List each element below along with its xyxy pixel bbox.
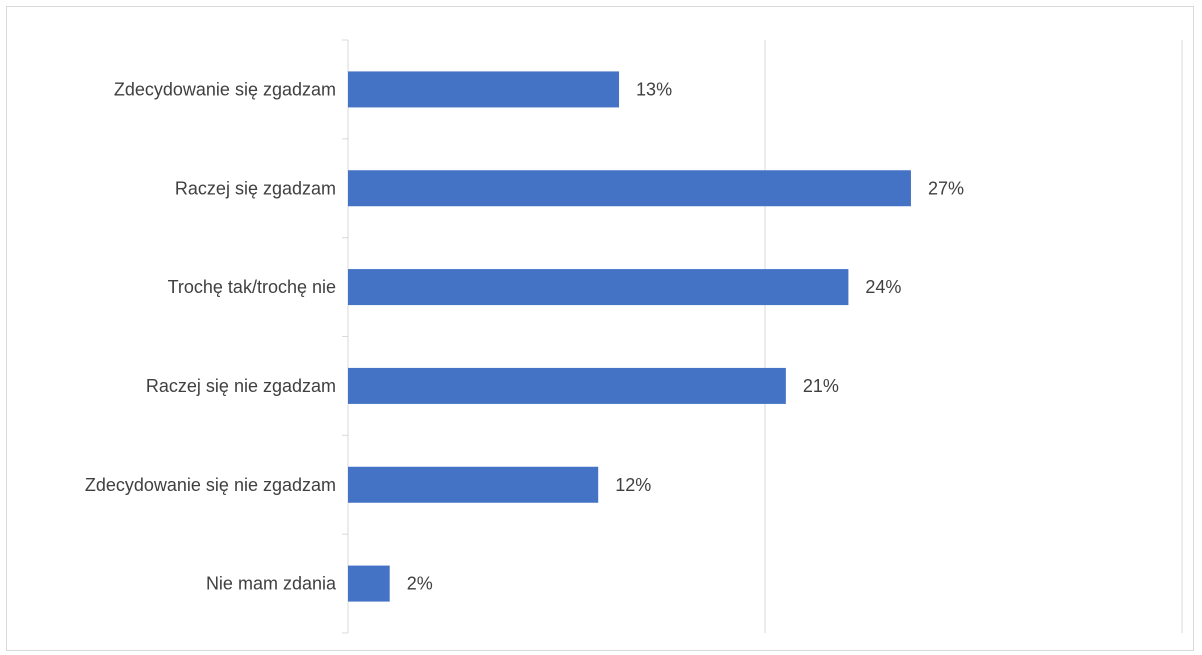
category-label: Trochę tak/trochę nie (168, 277, 336, 297)
category-label: Raczej się nie zgadzam (146, 376, 336, 396)
bar (348, 170, 911, 207)
data-label: 21% (803, 376, 839, 396)
category-label: Zdecydowanie się nie zgadzam (85, 475, 336, 495)
data-label: 12% (615, 475, 651, 495)
bar (348, 71, 620, 108)
bar (348, 565, 390, 602)
category-label: Nie mam zdania (206, 574, 337, 594)
category-label: Zdecydowanie się zgadzam (114, 79, 336, 99)
data-label: 24% (865, 277, 901, 297)
data-label: 2% (407, 574, 433, 594)
category-label: Raczej się zgadzam (175, 178, 336, 198)
data-label: 13% (636, 79, 672, 99)
data-label: 27% (928, 178, 964, 198)
bar (348, 466, 599, 503)
bar (348, 269, 849, 306)
bar (348, 367, 786, 404)
chart-frame (6, 6, 1194, 651)
